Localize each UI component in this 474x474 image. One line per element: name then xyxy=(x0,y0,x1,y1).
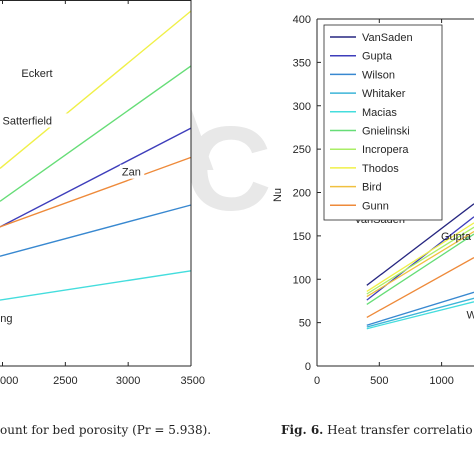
legend-entry-label-5: Gnielinski xyxy=(362,126,410,138)
legend-box xyxy=(323,24,443,221)
left-x-tick-label-1: 2500 xyxy=(53,375,77,387)
caption-fig-label: Fig. 6. xyxy=(281,423,324,437)
caption-left-text: ount for bed porosity (Pr = 5.938). xyxy=(0,423,212,437)
left-series-label-bg-3 xyxy=(119,164,145,179)
left-plot-area xyxy=(0,0,191,366)
figure-caption-left: ount for bed porosity (Pr = 5.938). xyxy=(0,423,211,437)
left-x-tick-label-2: 3000 xyxy=(116,375,140,387)
right-series-line-4 xyxy=(366,301,474,330)
left-series-label-3: Zan xyxy=(122,167,141,179)
right-y-tick-label-6: 300 xyxy=(293,101,311,113)
left-x-tick-label-3: 3500 xyxy=(181,375,205,387)
left-series-line-0 xyxy=(0,10,192,169)
right-y-tick-label-1: 50 xyxy=(299,318,311,330)
left-series-line-4 xyxy=(0,204,192,257)
right-y-tick-label-3: 150 xyxy=(293,231,311,243)
right-y-tick-label-2: 100 xyxy=(293,274,311,286)
left-series-line-1 xyxy=(0,65,192,202)
left-series-label-0: Eckert xyxy=(21,68,52,80)
right-y-tick-label-4: 200 xyxy=(293,188,311,200)
right-series-line-7 xyxy=(366,222,474,292)
legend-entry-label-4: Macias xyxy=(362,107,397,119)
right-series-line-3 xyxy=(366,297,474,328)
watermark-right: C xyxy=(185,102,272,236)
left-series-label-bg-1 xyxy=(0,113,80,128)
right-x-tick-label-2: 1000 xyxy=(429,375,453,387)
right-series-label-1: Gupta xyxy=(441,231,472,243)
left-series-label-1: Satterfield xyxy=(3,115,53,127)
left-series-label-5: ng xyxy=(0,313,12,325)
right-series-line-6 xyxy=(366,226,474,295)
legend-entry-label-8: Bird xyxy=(362,182,382,194)
legend-entry-label-3: Whitaker xyxy=(362,88,406,100)
legend-entry-label-0: VanSaden xyxy=(362,32,413,44)
right-series-line-2 xyxy=(366,291,474,326)
right-y-tick-label-5: 250 xyxy=(293,144,311,156)
right-x-tick-label-0: 0 xyxy=(314,375,320,387)
right-series-line-8 xyxy=(366,230,474,298)
right-y-axis-title: Nu xyxy=(272,188,284,202)
left-series-label-bg-5 xyxy=(0,311,16,326)
legend-entry-label-7: Thodos xyxy=(362,163,399,175)
right-series-line-9 xyxy=(366,257,474,318)
legend-entry-label-6: Incropera xyxy=(362,144,409,156)
left-series-label-bg-0 xyxy=(19,65,65,80)
figure-caption-right: Fig. 6. Heat transfer correlatio xyxy=(281,423,473,437)
left-series-line-3 xyxy=(0,156,192,228)
legend-entry-label-1: Gupta xyxy=(362,51,393,63)
legend-entry-label-2: Wilson xyxy=(362,69,395,81)
left-series-line-5 xyxy=(0,270,192,301)
caption-right-text: Heat transfer correlatio xyxy=(323,423,473,437)
right-y-tick-label-7: 350 xyxy=(293,57,311,69)
left-series-line-2 xyxy=(0,127,192,228)
right-y-tick-label-0: 0 xyxy=(305,361,311,373)
right-series-line-5 xyxy=(366,233,474,305)
left-x-tick-label-0: 000 xyxy=(0,375,18,387)
right-x-tick-label-1: 500 xyxy=(370,375,388,387)
right-y-tick-label-8: 400 xyxy=(293,14,311,26)
legend-entry-label-9: Gunn xyxy=(362,200,389,212)
right-series-line-0 xyxy=(366,203,474,286)
right-series-label-2: Wilson xyxy=(467,309,474,321)
